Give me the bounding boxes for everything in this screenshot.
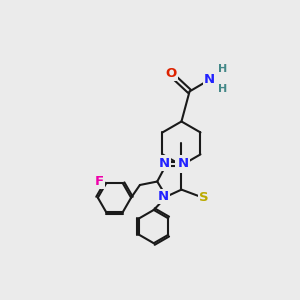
Text: N: N [158, 190, 169, 203]
Text: O: O [166, 67, 177, 80]
Text: H: H [218, 84, 228, 94]
Text: N: N [176, 159, 187, 172]
Text: H: H [218, 64, 228, 74]
Text: N: N [159, 157, 170, 169]
Text: F: F [95, 175, 104, 188]
Text: N: N [204, 74, 215, 86]
Text: N: N [178, 157, 189, 169]
Text: S: S [199, 191, 208, 204]
